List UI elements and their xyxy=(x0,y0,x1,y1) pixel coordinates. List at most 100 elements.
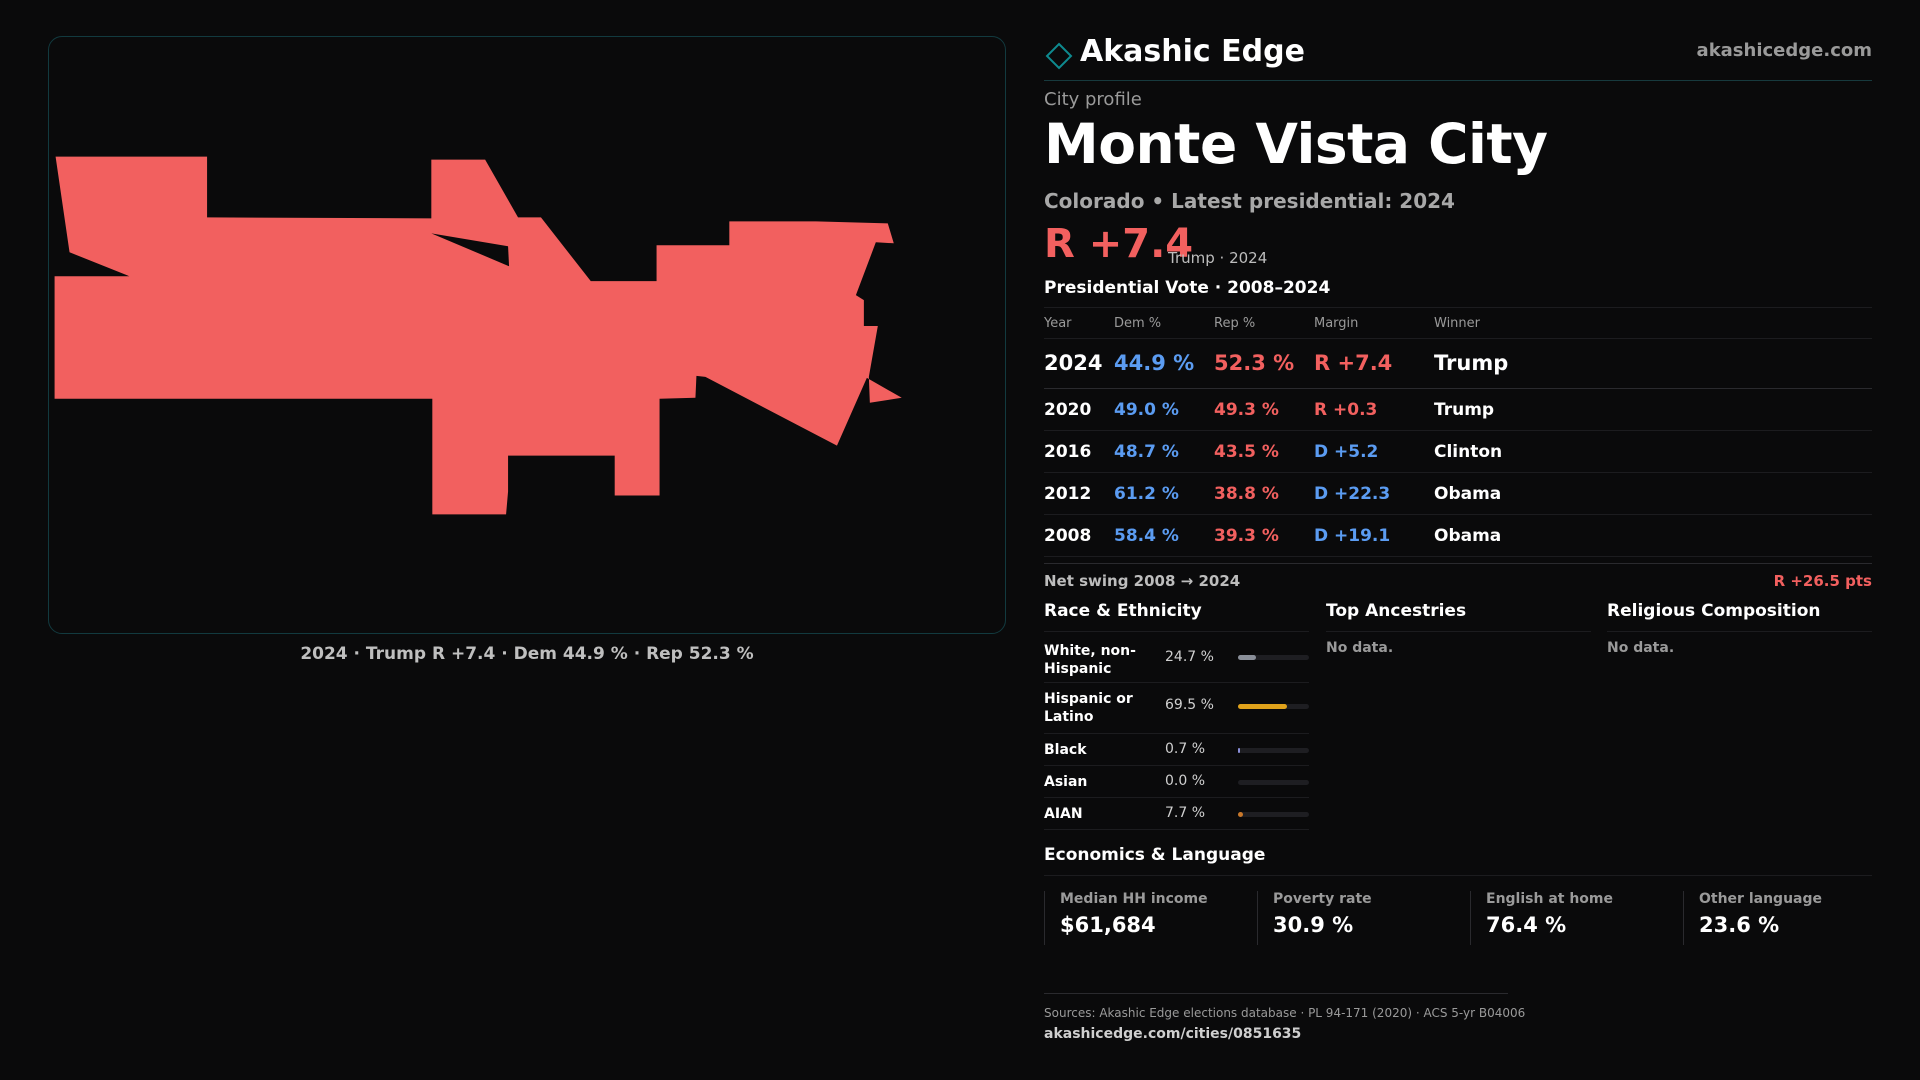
economics-title: Economics & Language xyxy=(1044,845,1266,865)
row-winner: Clinton xyxy=(1434,442,1503,462)
ancestries-empty: No data. xyxy=(1326,640,1394,656)
race-section-title: Race & Ethnicity xyxy=(1044,601,1309,632)
econ-value: 23.6 % xyxy=(1699,913,1780,937)
city-profile-panel: Akashic Edge akashicedge.com City profil… xyxy=(1044,0,1872,1080)
race-row: Asian 0.0 % xyxy=(1044,766,1309,798)
row-margin: R +0.3 xyxy=(1314,400,1378,420)
race-pct: 24.7 % xyxy=(1165,649,1214,665)
row-margin: D +22.3 xyxy=(1314,484,1391,504)
headline-margin: R +7.4 xyxy=(1044,221,1194,267)
race-bar-track xyxy=(1238,812,1309,817)
divider xyxy=(1044,875,1872,876)
race-label: Asian xyxy=(1044,774,1088,790)
header-dem: Dem % xyxy=(1114,316,1162,331)
row-rep: 43.5 % xyxy=(1214,442,1279,462)
city-map[interactable] xyxy=(48,36,1006,634)
city-boundary-shape[interactable] xyxy=(54,156,902,515)
row-margin: R +7.4 xyxy=(1314,351,1393,375)
vote-table: Year Dem % Rep % Margin Winner 2024 44.9… xyxy=(1044,307,1872,557)
row-dem: 48.7 % xyxy=(1114,442,1179,462)
econ-value: $61,684 xyxy=(1060,913,1156,937)
race-bar xyxy=(1238,812,1244,817)
econ-value: 76.4 % xyxy=(1486,913,1567,937)
econ-label: Other language xyxy=(1699,891,1822,907)
header-year: Year xyxy=(1044,316,1072,331)
brand-header: Akashic Edge akashicedge.com xyxy=(1044,30,1872,81)
econ-card-other-language: Other language 23.6 % xyxy=(1683,891,1880,945)
econ-label: Poverty rate xyxy=(1273,891,1372,907)
race-ethnicity-section: Race & Ethnicity White, non-Hispanic 24.… xyxy=(1044,601,1309,830)
row-year: 2016 xyxy=(1044,442,1092,462)
vote-section-title: Presidential Vote · 2008–2024 xyxy=(1044,278,1331,298)
row-winner: Trump xyxy=(1434,400,1495,420)
race-label: White, non-Hispanic xyxy=(1044,643,1136,677)
row-year: 2008 xyxy=(1044,526,1092,546)
net-swing-label: Net swing 2008 → 2024 xyxy=(1044,572,1241,590)
race-bar-track xyxy=(1238,780,1309,785)
religion-section: Religious Composition No data. xyxy=(1607,601,1872,656)
header-winner: Winner xyxy=(1434,316,1481,331)
page-title: Monte Vista City xyxy=(1044,112,1548,176)
econ-card-income: Median HH income $61,684 xyxy=(1044,891,1241,945)
table-row[interactable]: 2008 58.4 % 39.3 % D +19.1 Obama xyxy=(1044,515,1872,557)
row-dem: 58.4 % xyxy=(1114,526,1179,546)
econ-card-poverty: Poverty rate 30.9 % xyxy=(1257,891,1454,945)
row-rep: 49.3 % xyxy=(1214,400,1279,420)
header-rep: Rep % xyxy=(1214,316,1256,331)
headline-note: Trump · 2024 xyxy=(1168,249,1268,267)
race-label: AIAN xyxy=(1044,806,1083,822)
diamond-icon xyxy=(1045,42,1073,70)
row-margin: D +19.1 xyxy=(1314,526,1391,546)
table-row[interactable]: 2012 61.2 % 38.8 % D +22.3 Obama xyxy=(1044,473,1872,515)
city-subline: Colorado • Latest presidential: 2024 xyxy=(1044,189,1455,213)
race-label: Hispanic or Latino xyxy=(1044,691,1133,725)
row-winner: Obama xyxy=(1434,526,1502,546)
race-label: Black xyxy=(1044,742,1087,758)
table-row[interactable]: 2024 44.9 % 52.3 % R +7.4 Trump xyxy=(1044,339,1872,389)
race-bar-track xyxy=(1238,748,1309,753)
vote-table-header: Year Dem % Rep % Margin Winner xyxy=(1044,307,1872,339)
row-margin: D +5.2 xyxy=(1314,442,1379,462)
race-pct: 0.7 % xyxy=(1165,741,1206,757)
race-bar xyxy=(1238,748,1240,753)
race-row: Hispanic or Latino 69.5 % xyxy=(1044,683,1309,734)
race-row: Black 0.7 % xyxy=(1044,734,1309,766)
race-pct: 69.5 % xyxy=(1165,697,1214,713)
row-dem: 49.0 % xyxy=(1114,400,1179,420)
source-url-link[interactable]: akashicedge.com/cities/0851635 xyxy=(1044,1026,1302,1042)
table-row[interactable]: 2016 48.7 % 43.5 % D +5.2 Clinton xyxy=(1044,431,1872,473)
row-rep: 52.3 % xyxy=(1214,351,1295,375)
race-bar xyxy=(1238,704,1288,709)
net-swing-value: R +26.5 pts xyxy=(1773,572,1872,590)
race-row: AIAN 7.7 % xyxy=(1044,798,1309,830)
ancestries-title: Top Ancestries xyxy=(1326,601,1591,632)
header-margin: Margin xyxy=(1314,316,1359,331)
sources-text: Sources: Akashic Edge elections database… xyxy=(1044,1006,1526,1020)
econ-value: 30.9 % xyxy=(1273,913,1354,937)
row-rep: 38.8 % xyxy=(1214,484,1279,504)
econ-label: Median HH income xyxy=(1060,891,1208,907)
row-winner: Obama xyxy=(1434,484,1502,504)
race-pct: 7.7 % xyxy=(1165,805,1206,821)
row-rep: 39.3 % xyxy=(1214,526,1279,546)
net-swing: Net swing 2008 → 2024 R +26.5 pts xyxy=(1044,563,1872,590)
row-dem: 61.2 % xyxy=(1114,484,1179,504)
table-row[interactable]: 2020 49.0 % 49.3 % R +0.3 Trump xyxy=(1044,389,1872,431)
econ-label: English at home xyxy=(1486,891,1614,907)
ancestries-section: Top Ancestries No data. xyxy=(1326,601,1591,656)
race-bar xyxy=(1238,655,1256,660)
race-bar-track xyxy=(1238,655,1309,660)
page-eyebrow: City profile xyxy=(1044,89,1142,110)
divider xyxy=(1044,993,1508,994)
map-caption: 2024 · Trump R +7.4 · Dem 44.9 % · Rep 5… xyxy=(300,644,754,664)
race-bar-track xyxy=(1238,704,1309,709)
row-year: 2024 xyxy=(1044,351,1103,375)
econ-card-english: English at home 76.4 % xyxy=(1470,891,1667,945)
row-year: 2012 xyxy=(1044,484,1092,504)
city-boundary-map xyxy=(54,156,902,515)
race-row: White, non-Hispanic 24.7 % xyxy=(1044,632,1309,683)
brand-url[interactable]: akashicedge.com xyxy=(1696,40,1872,61)
brand-name[interactable]: Akashic Edge xyxy=(1080,34,1305,69)
religion-empty: No data. xyxy=(1607,640,1675,656)
row-dem: 44.9 % xyxy=(1114,351,1195,375)
